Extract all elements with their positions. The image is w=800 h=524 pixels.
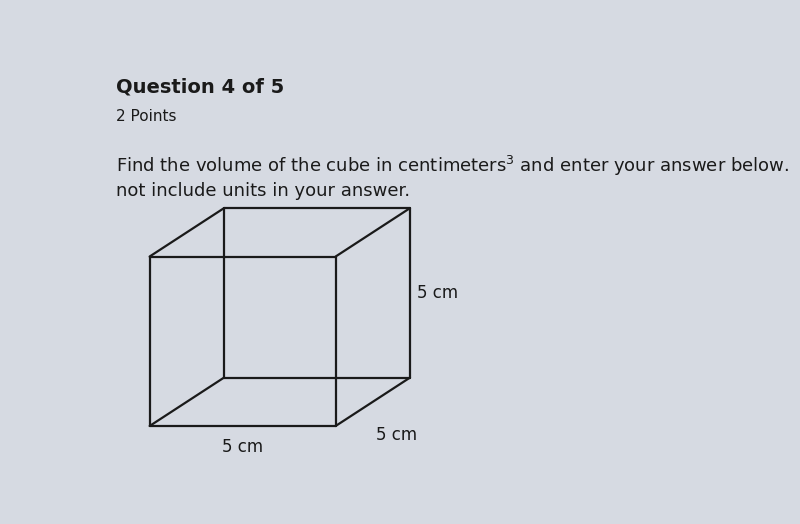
Text: not include units in your answer.: not include units in your answer. bbox=[115, 182, 410, 200]
Text: Question 4 of 5: Question 4 of 5 bbox=[115, 77, 284, 96]
Text: 2 Points: 2 Points bbox=[115, 110, 176, 124]
Text: 5 cm: 5 cm bbox=[418, 284, 458, 302]
Text: 5 cm: 5 cm bbox=[222, 438, 263, 456]
Text: 5 cm: 5 cm bbox=[376, 426, 417, 444]
Text: Find the volume of the cube in centimeters$^3$ and enter your answer below.  Do: Find the volume of the cube in centimete… bbox=[115, 154, 800, 178]
